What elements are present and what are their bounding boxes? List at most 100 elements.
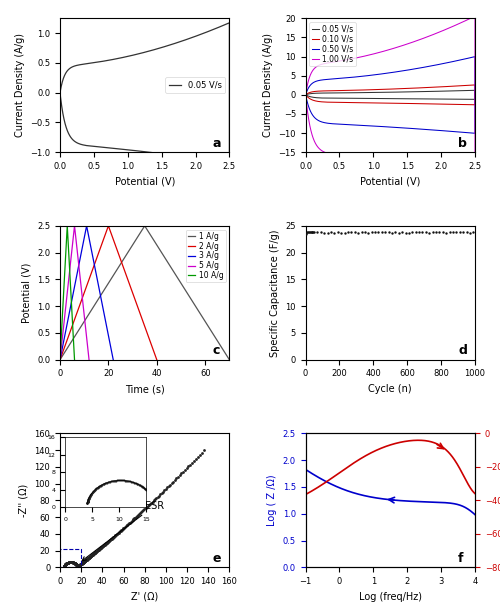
Point: [69, 558, 77, 567]
Point: [470, 228, 478, 237]
Point: [74, 561, 82, 571]
Point: [60, 561, 68, 570]
Point: [110, 532, 118, 542]
Point: [66, 558, 74, 567]
Point: [72, 560, 80, 570]
Point: [76, 560, 84, 570]
Point: [64, 558, 72, 567]
Y-axis label: Current Density (A/g): Current Density (A/g): [263, 34, 273, 137]
Point: [84, 553, 92, 563]
Point: [88, 550, 96, 559]
Point: [72, 560, 80, 570]
Point: [60, 561, 68, 571]
Point: [72, 559, 80, 569]
Point: [108, 533, 116, 543]
Point: [148, 497, 156, 506]
Point: [74, 561, 82, 571]
Point: [78, 558, 86, 568]
Point: [72, 560, 80, 570]
Point: [76, 561, 84, 570]
Point: [74, 561, 82, 571]
Point: [73, 561, 81, 570]
Point: [138, 506, 146, 516]
Point: [78, 559, 86, 569]
Legend: 1 A/g, 2 A/g, 3 A/g, 5 A/g, 10 A/g: 1 A/g, 2 A/g, 3 A/g, 5 A/g, 10 A/g: [186, 230, 226, 282]
Point: [73, 561, 81, 570]
0.10 V/s: [472, 81, 478, 88]
Point: [74, 561, 82, 571]
Point: [388, 228, 396, 237]
Legend: 0.05 V/s, 0.10 V/s, 0.50 V/s, 1.00 V/s: 0.05 V/s, 0.10 V/s, 0.50 V/s, 1.00 V/s: [310, 22, 356, 66]
Point: [74, 561, 82, 571]
Point: [77, 559, 85, 569]
0.10 V/s: [463, 101, 469, 108]
Point: [76, 560, 84, 570]
Point: [60, 561, 68, 571]
Point: [466, 228, 474, 237]
Point: [137, 508, 145, 517]
Point: [73, 561, 81, 570]
Point: [60, 562, 68, 572]
Point: [148, 498, 156, 508]
Point: [64, 558, 72, 568]
Point: [96, 544, 104, 553]
Point: [100, 540, 108, 550]
Point: [96, 543, 104, 553]
Point: [72, 559, 80, 569]
Point: [75, 561, 83, 570]
Point: [76, 560, 84, 570]
0.05 V/s: [472, 87, 478, 94]
Point: [198, 448, 205, 458]
Point: [64, 558, 72, 567]
Point: [75, 561, 83, 570]
Point: [84, 554, 92, 564]
Point: [74, 561, 82, 571]
Point: [176, 470, 184, 480]
Point: [74, 561, 82, 571]
Point: [82, 554, 90, 564]
Point: [61, 561, 69, 570]
Point: [415, 228, 423, 237]
Point: [374, 228, 382, 237]
1.00 V/s: [302, 91, 308, 98]
Point: [72, 559, 80, 569]
Point: [80, 557, 88, 567]
Point: [462, 227, 470, 237]
Point: [112, 529, 120, 539]
Point: [76, 560, 84, 570]
Point: [128, 515, 136, 525]
Point: [449, 228, 457, 237]
Point: [74, 561, 82, 571]
Point: [66, 558, 74, 567]
0.10 V/s: [472, 101, 478, 109]
Point: [163, 483, 171, 492]
Point: [86, 551, 94, 561]
Point: [74, 561, 82, 571]
Point: [84, 553, 92, 563]
Point: [112, 531, 120, 540]
Point: [68, 558, 76, 567]
Point: [76, 560, 84, 570]
Point: [61, 560, 69, 570]
Point: [76, 560, 84, 570]
Point: [112, 530, 120, 540]
Text: f: f: [458, 552, 464, 565]
Point: [92, 547, 100, 557]
Point: [64, 558, 72, 567]
0.05 V/s: [348, 89, 354, 96]
Point: [107, 534, 115, 544]
Point: [320, 228, 328, 238]
0.05 V/s: [463, 96, 469, 103]
Point: [74, 561, 82, 571]
0.50 V/s: [472, 129, 478, 137]
Point: [126, 518, 134, 528]
Point: [62, 559, 70, 569]
Point: [66, 558, 74, 567]
Point: [130, 514, 138, 524]
Point: [93, 546, 101, 556]
Point: [188, 458, 196, 467]
0.50 V/s: [456, 128, 462, 135]
Point: [74, 561, 82, 571]
Point: [84, 553, 92, 562]
Point: [74, 561, 82, 571]
